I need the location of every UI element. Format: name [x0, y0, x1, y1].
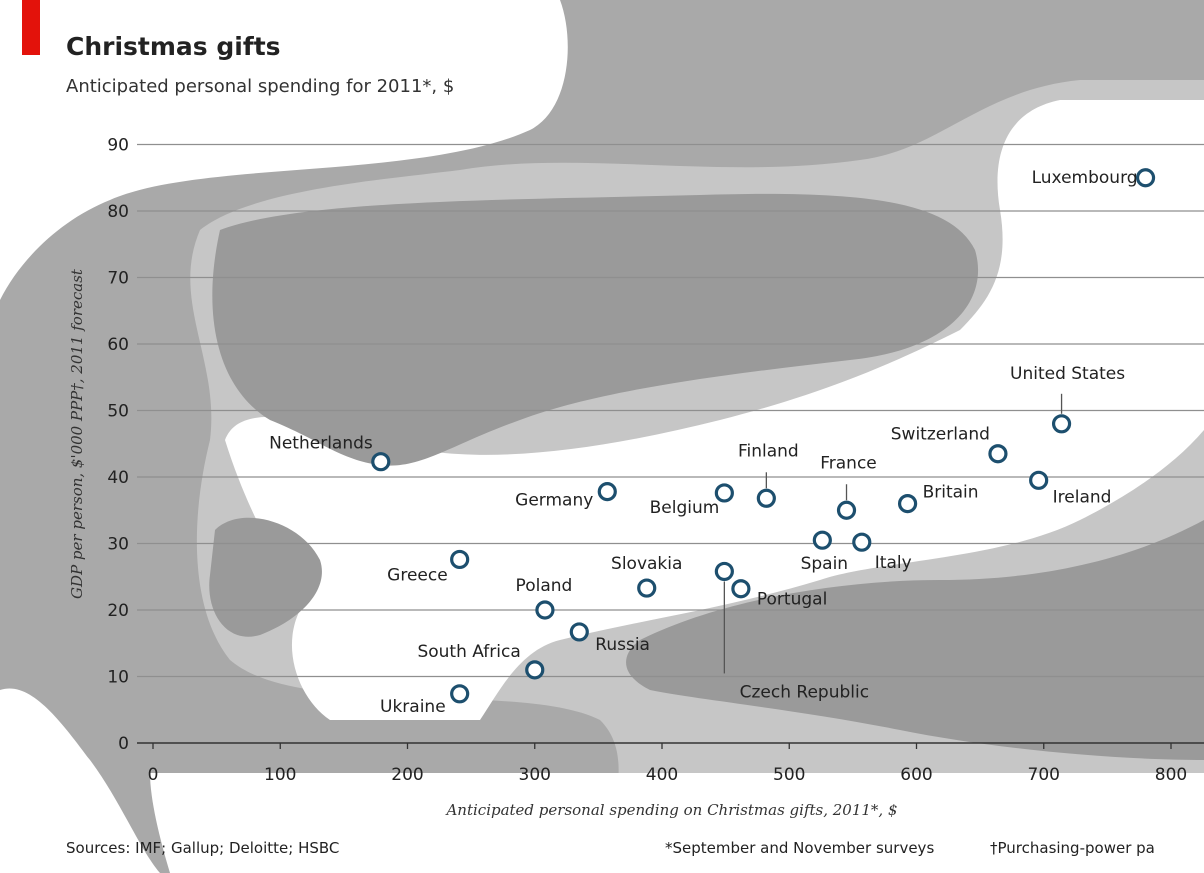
point-label: Germany	[515, 491, 593, 511]
white-blob-bottom-left	[0, 688, 160, 873]
point-label: Finland	[738, 441, 799, 461]
footnote-ppp: †Purchasing-power pa	[990, 839, 1155, 857]
point-marker	[569, 622, 589, 642]
white-blob-main	[225, 100, 1204, 720]
x-tick-label: 300	[519, 765, 551, 785]
y-tick-label: 40	[107, 468, 129, 488]
point-label: Luxembourg	[1032, 168, 1138, 188]
point-label: Britain	[923, 483, 979, 503]
point-marker	[812, 530, 832, 550]
point-labels: Luxembourg United States Switzerland Irelan…	[269, 168, 1137, 717]
point-marker	[852, 532, 872, 552]
point-marker	[756, 488, 776, 508]
point-marker	[897, 494, 918, 514]
x-tick-label: 600	[900, 765, 932, 785]
axes: 0 10 20 30 40 50 60 70 80 90 0 100 200 300 400 500 600 70…	[107, 136, 1204, 785]
point-label: France	[820, 453, 877, 473]
point-marker	[731, 579, 751, 599]
point-label: Switzerland	[891, 425, 990, 445]
y-tick-label: 90	[107, 136, 129, 156]
point-label: Poland	[516, 576, 573, 596]
point-label: Italy	[875, 553, 912, 573]
footnote-surveys: *September and November surveys	[665, 839, 934, 857]
data-points	[371, 168, 1156, 704]
y-tick-label: 0	[118, 734, 129, 754]
point-marker	[714, 561, 734, 582]
x-tick-label: 200	[391, 765, 423, 785]
x-tick-label: 0	[148, 765, 159, 785]
x-axis-label: Anticipated personal spending on Christm…	[444, 801, 897, 819]
sources-note: Sources: IMF; Gallup; Deloitte; HSBC	[66, 839, 339, 857]
y-tick-label: 50	[107, 402, 129, 422]
point-marker	[637, 578, 657, 598]
grid	[137, 143, 1204, 678]
y-axis-label: GDP per person, $'000 PPP†, 2011 forecas…	[68, 268, 86, 599]
point-label: Ireland	[1053, 487, 1112, 507]
leader-lines	[723, 393, 1063, 674]
point-label: United States	[1010, 364, 1125, 384]
point-marker	[450, 684, 470, 704]
point-label: Czech Republic	[740, 682, 869, 702]
dark-blob-bottom-right	[626, 520, 1204, 760]
point-marker	[1135, 168, 1156, 188]
x-tick-label: 100	[264, 765, 296, 785]
point-marker	[535, 600, 555, 620]
x-tick-label: 500	[773, 765, 805, 785]
y-tick-label: 80	[107, 202, 129, 222]
accent-bar	[22, 0, 40, 55]
point-label: Greece	[387, 565, 448, 585]
point-marker	[988, 444, 1008, 464]
white-blob-bottom	[150, 773, 1204, 873]
point-marker	[450, 549, 470, 570]
point-label: Netherlands	[269, 434, 373, 454]
y-tick-label: 30	[107, 535, 129, 555]
y-tick-label: 60	[107, 335, 129, 355]
x-tick-label: 800	[1155, 765, 1187, 785]
point-label: Slovakia	[611, 554, 682, 574]
point-label: Belgium	[650, 498, 720, 518]
point-label: Russia	[595, 635, 650, 655]
chart-title: Christmas gifts	[66, 32, 281, 61]
dark-blob-top	[212, 193, 979, 466]
point-marker	[1029, 470, 1049, 490]
x-tick-label: 400	[646, 765, 678, 785]
dark-blob-left	[209, 517, 322, 637]
point-marker	[714, 483, 734, 503]
point-marker	[1051, 414, 1072, 434]
point-label: Spain	[801, 554, 849, 574]
x-tick-label: 700	[1028, 765, 1060, 785]
point-label: Ukraine	[380, 697, 446, 717]
y-tick-label: 70	[107, 269, 129, 289]
point-marker	[525, 660, 545, 680]
y-tick-label: 20	[107, 601, 129, 621]
white-blob-top-left	[0, 0, 568, 300]
point-marker	[597, 482, 617, 502]
point-label: Portugal	[757, 590, 827, 610]
point-label: South Africa	[417, 642, 520, 662]
chart-subtitle: Anticipated personal spending for 2011*,…	[66, 76, 454, 97]
point-marker	[371, 452, 391, 472]
y-tick-label: 10	[107, 668, 129, 688]
point-marker	[836, 500, 857, 520]
